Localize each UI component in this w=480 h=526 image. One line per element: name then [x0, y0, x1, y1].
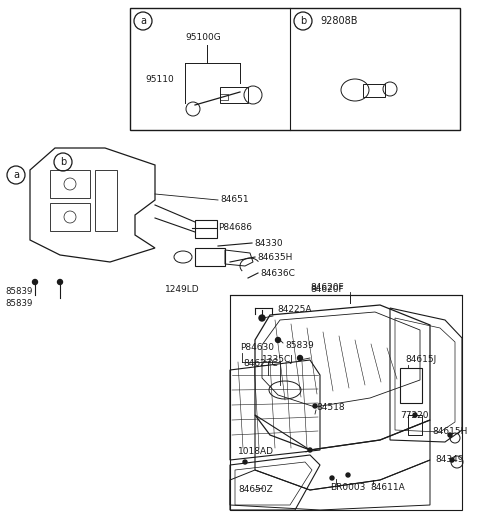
Circle shape [313, 404, 317, 408]
Text: 84615H: 84615H [432, 428, 468, 437]
Text: 95100G: 95100G [185, 34, 221, 43]
Text: 84615J: 84615J [405, 356, 436, 365]
Text: 84650Z: 84650Z [238, 485, 273, 494]
Circle shape [450, 458, 454, 462]
Circle shape [448, 433, 452, 437]
Text: 84349: 84349 [435, 456, 464, 464]
Text: 84225A: 84225A [277, 306, 312, 315]
Bar [400, 368, 422, 403]
Bar [220, 94, 228, 100]
Text: 1249LD: 1249LD [165, 286, 200, 295]
Text: 84611A: 84611A [370, 482, 405, 491]
Circle shape [33, 279, 37, 285]
Text: b: b [300, 16, 306, 26]
Text: 77220: 77220 [400, 410, 429, 420]
Text: 84620F: 84620F [310, 286, 344, 295]
Text: 84651: 84651 [220, 195, 249, 204]
Text: 95110: 95110 [145, 76, 174, 85]
Bar [195, 220, 217, 238]
Bar [220, 87, 248, 103]
Text: b: b [60, 157, 66, 167]
Text: a: a [13, 170, 19, 180]
Circle shape [58, 279, 62, 285]
Text: 85839: 85839 [285, 341, 314, 350]
Bar [50, 203, 90, 231]
Bar [408, 415, 422, 435]
Text: 84518: 84518 [316, 403, 345, 412]
Text: 84635H: 84635H [257, 252, 292, 261]
Bar [363, 84, 385, 97]
Circle shape [413, 413, 417, 417]
Text: 84620F: 84620F [310, 282, 344, 291]
Bar [95, 170, 117, 231]
Text: a: a [140, 16, 146, 26]
Text: 84627C: 84627C [243, 359, 278, 368]
Text: 85839: 85839 [5, 288, 32, 297]
Circle shape [308, 448, 312, 452]
Text: P84630: P84630 [240, 343, 274, 352]
Bar [195, 248, 225, 266]
Circle shape [276, 338, 280, 342]
Circle shape [298, 356, 302, 360]
Circle shape [330, 476, 334, 480]
Text: 1018AD: 1018AD [238, 448, 274, 457]
Text: 92808B: 92808B [320, 16, 358, 26]
Bar [50, 170, 90, 198]
Text: 85839: 85839 [5, 299, 32, 309]
Bar [130, 8, 460, 130]
Circle shape [259, 315, 265, 321]
Text: BR0003: BR0003 [330, 482, 365, 491]
Text: P84686: P84686 [218, 224, 252, 232]
Text: 1335CJ: 1335CJ [262, 356, 294, 365]
Text: 84636C: 84636C [260, 268, 295, 278]
Circle shape [346, 473, 350, 477]
Text: 84330: 84330 [254, 238, 283, 248]
Circle shape [243, 460, 247, 464]
